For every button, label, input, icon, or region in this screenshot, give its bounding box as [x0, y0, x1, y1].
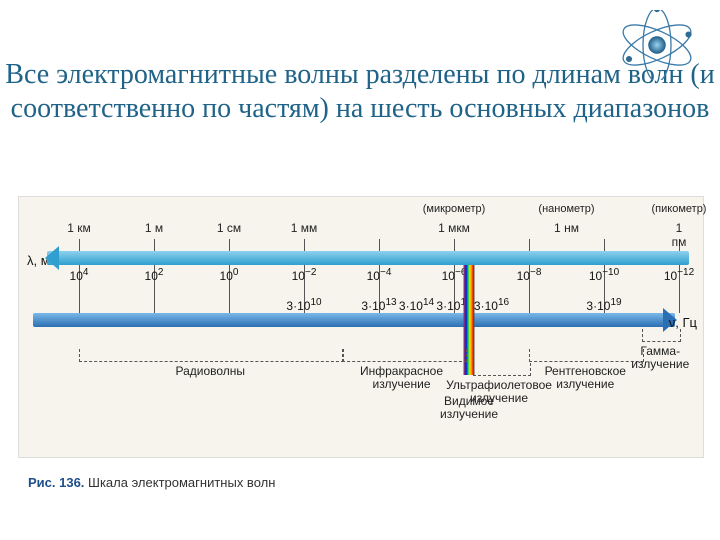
wavelength-value: 10−4 [367, 267, 392, 283]
wavelength-tick [529, 239, 530, 251]
unit-label: 1 км [67, 221, 91, 235]
unit-name-label: (микрометр) [423, 203, 486, 215]
unit-name-label: (нанометр) [538, 203, 594, 215]
wavelength-value: 10−12 [664, 267, 694, 283]
figure-caption: Рис. 136. Шкала электромагнитных волн [28, 475, 275, 490]
region-label: Радиоволны [140, 365, 280, 378]
wavelength-tick [229, 239, 230, 251]
region-label: Гамма-излучение [590, 345, 720, 371]
wavelength-tick [79, 239, 80, 251]
wavelength-value: 10−2 [292, 267, 317, 283]
unit-name-label: (пикометр) [652, 203, 707, 215]
unit-label: 1 см [217, 221, 241, 235]
frequency-value: 3·1016 [474, 297, 509, 313]
frequency-value: 3·1019 [586, 297, 621, 313]
wavelength-value: 10−8 [517, 267, 542, 283]
frequency-arrow [33, 313, 675, 327]
wavelength-tick [604, 239, 605, 251]
region-brace [342, 349, 468, 362]
frequency-value: 3·1013 [361, 297, 396, 313]
wavelength-value: 102 [145, 267, 164, 283]
unit-label: 1 нм [554, 221, 579, 235]
unit-label: 1 пм [667, 221, 691, 249]
wavelength-tick [154, 239, 155, 251]
wavelength-tick [304, 239, 305, 251]
wavelength-value: 100 [220, 267, 239, 283]
unit-label: 1 мм [291, 221, 318, 235]
unit-label: 1 м [145, 221, 163, 235]
em-spectrum-diagram: λ, м ν, Гц 1041 км1021 м1001 см10−21 мм1… [18, 196, 704, 458]
atom-decoration-icon [612, 10, 702, 80]
frequency-value: 3·1010 [286, 297, 321, 313]
wavelength-tick [454, 239, 455, 251]
region-brace [642, 329, 682, 342]
wavelength-arrow [47, 251, 689, 265]
frequency-axis-label: ν, Гц [669, 315, 697, 330]
figure-title: Шкала электромагнитных волн [84, 475, 275, 490]
region-brace [79, 349, 344, 362]
wavelength-value: 104 [70, 267, 89, 283]
wavelength-tick [379, 239, 380, 251]
frequency-value: 3·1014 [399, 297, 434, 313]
figure-number: Рис. 136. [28, 475, 84, 490]
wavelength-value: 10−10 [589, 267, 619, 283]
unit-label: 1 мкм [438, 221, 470, 235]
